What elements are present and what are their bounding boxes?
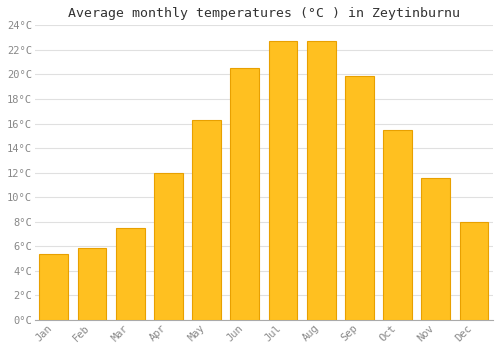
Bar bbox=[383, 130, 412, 320]
Bar bbox=[230, 68, 259, 320]
Bar bbox=[40, 254, 68, 320]
Bar bbox=[422, 177, 450, 320]
Bar bbox=[116, 228, 144, 320]
Bar bbox=[78, 247, 106, 320]
Bar bbox=[460, 222, 488, 320]
Bar bbox=[307, 41, 336, 320]
Bar bbox=[154, 173, 182, 320]
Bar bbox=[268, 41, 298, 320]
Bar bbox=[345, 76, 374, 320]
Bar bbox=[192, 120, 221, 320]
Title: Average monthly temperatures (°C ) in Zeytinburnu: Average monthly temperatures (°C ) in Ze… bbox=[68, 7, 460, 20]
